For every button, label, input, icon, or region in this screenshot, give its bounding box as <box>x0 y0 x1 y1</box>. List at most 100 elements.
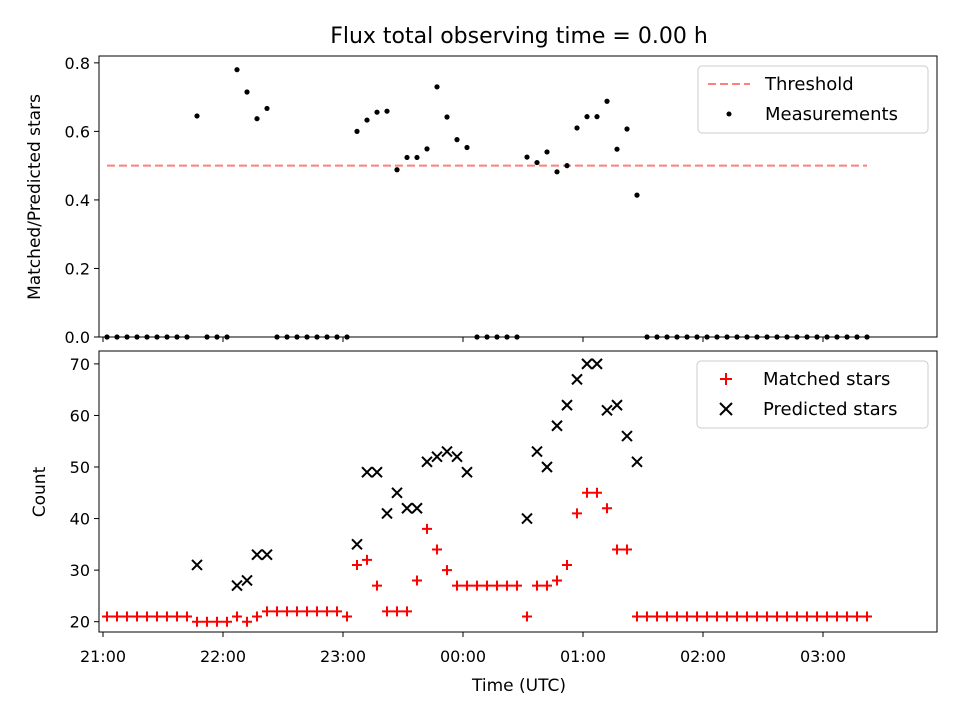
matched-star-point <box>552 575 562 586</box>
bottom-y-tick-label: 40 <box>70 510 90 529</box>
matched-star-point <box>212 616 222 627</box>
measurement-point <box>814 334 820 340</box>
matched-star-point <box>642 611 652 622</box>
x-tick-label: 00:00 <box>440 647 486 666</box>
matched-star-point <box>442 565 452 576</box>
x-tick-label: 23:00 <box>320 647 366 666</box>
matched-star-point <box>702 611 712 622</box>
matched-star-point <box>122 611 132 622</box>
top-x-ticks <box>102 337 824 342</box>
matched-star-point <box>132 611 142 622</box>
predicted-star-point <box>521 512 533 525</box>
measurement-point <box>534 159 540 166</box>
measurement-point <box>404 154 410 161</box>
matched-star-point <box>372 580 382 591</box>
measurement-point <box>304 334 310 340</box>
matched-star-point <box>342 611 352 622</box>
matched-star-point <box>712 611 722 622</box>
measurement-point <box>434 84 440 90</box>
measurement-point <box>414 154 420 161</box>
matched-star-point <box>752 611 762 622</box>
matched-star-point <box>152 611 162 622</box>
measurement-point <box>634 192 640 198</box>
measurement-point <box>464 144 470 151</box>
matched-star-point <box>652 611 662 622</box>
matched-star-point <box>402 606 412 617</box>
matched-star-point <box>352 559 362 570</box>
matched-star-point <box>512 580 522 591</box>
measurement-point <box>784 334 790 340</box>
predicted-star-point <box>381 507 393 520</box>
matched-star-point <box>482 580 492 591</box>
measurement-point <box>624 126 630 132</box>
measurement-point <box>724 334 730 340</box>
top-y-tick-label: 0.2 <box>65 259 90 278</box>
measurement-point <box>514 334 520 340</box>
matched-star-point <box>312 606 322 617</box>
measurement-point <box>234 67 240 73</box>
matched-star-point <box>842 611 852 622</box>
legend-measurements-label: Measurements <box>765 104 898 125</box>
matched-star-point <box>472 580 482 591</box>
bottom-x-ticks: 21:00 22:00 23:00 00:00 01:00 02:00 03:00 <box>80 632 846 666</box>
top-y-tick-label: 0.8 <box>65 54 90 73</box>
bottom-panel: Count Time (UTC) <box>30 350 938 696</box>
matched-points <box>102 487 872 627</box>
predicted-star-point <box>241 574 253 587</box>
predicted-star-point <box>591 358 603 370</box>
predicted-star-point <box>401 502 413 514</box>
measurement-point <box>384 108 390 114</box>
measurement-point <box>274 334 280 340</box>
matched-star-point <box>202 616 212 627</box>
matched-star-point <box>692 611 702 622</box>
matched-star-point <box>102 611 112 622</box>
measurement-point <box>824 334 830 340</box>
x-tick-label: 02:00 <box>680 647 726 666</box>
measurement-point <box>764 334 770 340</box>
matched-star-point <box>432 544 442 555</box>
predicted-star-point <box>461 466 473 478</box>
predicted-star-point <box>601 404 613 417</box>
top-y-ticks: 0.0 0.2 0.4 0.6 0.8 <box>65 54 99 347</box>
measurement-point <box>204 334 210 340</box>
matched-star-point <box>252 611 262 622</box>
measurement-point <box>454 137 460 143</box>
predicted-star-point <box>541 461 553 473</box>
predicted-points <box>191 358 643 592</box>
matched-star-point <box>142 611 152 622</box>
predicted-star-point <box>361 466 373 478</box>
matched-star-point <box>242 616 252 627</box>
measurement-point <box>374 109 380 115</box>
measurement-point <box>394 167 400 173</box>
matched-star-point <box>272 606 282 617</box>
matched-star-point <box>172 611 182 622</box>
bottom-y-tick-label: 20 <box>70 613 90 632</box>
matched-star-point <box>812 611 822 622</box>
matched-star-point <box>292 606 302 617</box>
measurement-point <box>664 334 670 340</box>
x-tick-label: 03:00 <box>800 647 846 666</box>
legend-measurements-swatch <box>726 111 732 117</box>
measurement-point <box>614 146 620 152</box>
predicted-star-point <box>451 450 463 463</box>
measurement-point <box>574 125 580 131</box>
measurement-point <box>254 116 260 122</box>
bottom-y-ticks: 20 30 40 50 60 70 <box>70 355 99 632</box>
bottom-legend-box <box>696 360 929 429</box>
matched-star-point <box>412 575 422 586</box>
chart-title: Flux total observing time = 0.00 h <box>330 24 708 49</box>
matched-star-point <box>582 487 592 498</box>
measurement-point <box>174 334 180 340</box>
matched-star-point <box>762 611 772 622</box>
matched-star-point <box>612 544 622 555</box>
matched-star-point <box>742 611 752 622</box>
matched-star-point <box>732 611 742 622</box>
measurement-point <box>714 334 720 340</box>
measurement-point <box>144 334 150 340</box>
matched-star-point <box>322 606 332 617</box>
measurement-point <box>854 334 860 340</box>
predicted-star-point <box>431 450 443 463</box>
legend-threshold-label: Threshold <box>764 74 854 95</box>
measurement-point <box>524 154 530 160</box>
x-tick-label: 21:00 <box>80 647 126 666</box>
